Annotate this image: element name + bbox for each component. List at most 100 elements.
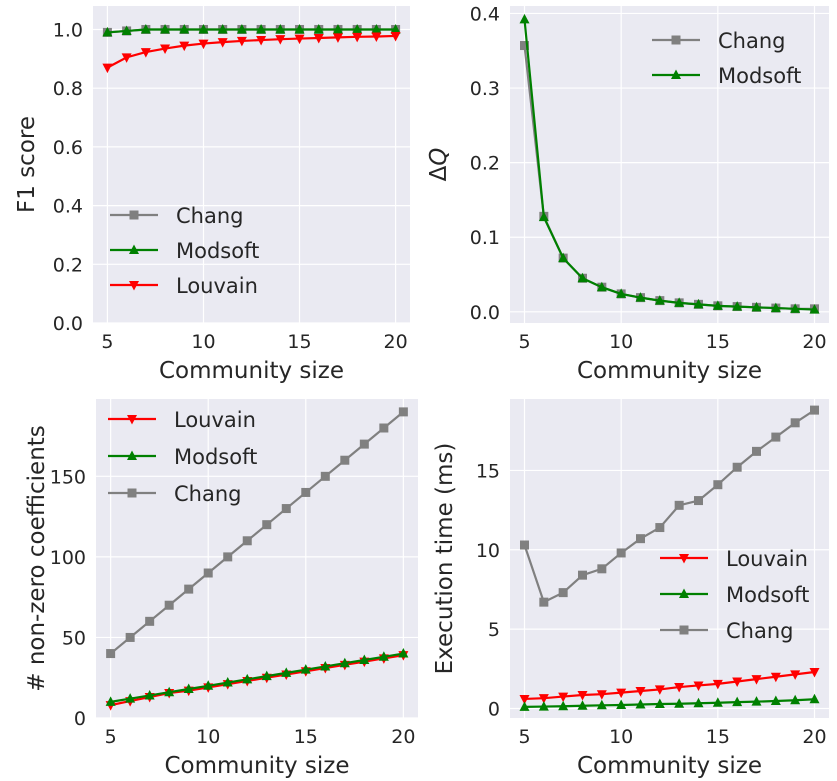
data-point <box>160 23 171 34</box>
data-point <box>809 693 820 704</box>
data-point <box>140 48 151 58</box>
data-point <box>378 651 389 661</box>
data-point <box>256 23 267 34</box>
data-point <box>751 301 762 312</box>
data-point <box>809 304 820 314</box>
data-point <box>751 675 762 685</box>
data-point <box>810 405 819 415</box>
data-point <box>558 692 569 703</box>
legend-marker <box>129 244 139 254</box>
data-point <box>217 38 228 48</box>
x-tick-label: 10 <box>609 331 633 353</box>
x-axis-label: Community size <box>159 358 344 384</box>
data-point <box>558 588 568 598</box>
series-line <box>106 34 396 69</box>
data-point <box>674 500 684 510</box>
data-point <box>179 23 190 34</box>
series-line <box>523 19 815 311</box>
y-tick-label: 15 <box>476 460 500 482</box>
y-tick-label: 0.0 <box>470 302 500 324</box>
y-tick-label: 0.6 <box>53 137 83 159</box>
plot-area <box>93 6 410 323</box>
data-point <box>242 536 252 546</box>
x-tick-label: 20 <box>802 726 826 748</box>
series-louvain <box>519 667 820 705</box>
legend-marker <box>127 415 137 425</box>
data-point <box>578 570 587 580</box>
data-point <box>596 699 607 710</box>
data-point <box>203 680 214 690</box>
series-line <box>107 28 396 34</box>
data-point <box>770 695 781 706</box>
data-point <box>332 23 343 34</box>
legend-marker <box>679 625 689 635</box>
data-point <box>242 673 253 684</box>
series-louvain <box>102 31 401 74</box>
data-point <box>179 41 190 52</box>
data-point <box>616 288 627 298</box>
data-point <box>390 31 401 42</box>
data-point <box>654 295 665 305</box>
data-point <box>538 211 549 222</box>
legend-marker <box>127 450 137 460</box>
data-point <box>275 23 286 34</box>
data-point <box>674 698 685 708</box>
x-tick-label: 5 <box>518 726 530 748</box>
x-tick-label: 15 <box>294 726 318 748</box>
data-point <box>320 471 330 481</box>
x-tick-label: 5 <box>105 726 117 748</box>
data-point <box>371 23 382 34</box>
data-point <box>654 698 665 709</box>
series-line <box>524 698 815 708</box>
data-point <box>398 407 408 417</box>
y-tick-label: 1.0 <box>53 19 83 41</box>
legend-label: Louvain <box>726 547 808 571</box>
data-point <box>261 670 272 681</box>
legend-label: Modsoft <box>718 64 801 88</box>
x-tick-label: 20 <box>391 726 415 748</box>
legend-label: Modsoft <box>726 583 809 607</box>
data-point <box>732 301 743 311</box>
data-point <box>359 654 370 664</box>
data-point <box>121 25 132 35</box>
x-tick-label: 15 <box>706 331 730 353</box>
data-point <box>145 616 155 626</box>
data-point <box>140 23 151 34</box>
data-point <box>616 548 626 558</box>
data-point <box>616 699 627 709</box>
data-point <box>313 23 324 34</box>
data-point <box>294 23 305 34</box>
data-point <box>597 564 607 574</box>
data-point <box>751 696 762 706</box>
y-tick-label: 5 <box>488 619 500 641</box>
y-tick-label: 0.3 <box>470 78 500 100</box>
y-tick-label: 0.2 <box>53 254 83 276</box>
legend-label: Modsoft <box>174 445 257 469</box>
data-point <box>262 520 272 530</box>
legend-label: Modsoft <box>176 239 259 263</box>
data-point <box>125 632 135 642</box>
data-point <box>102 63 113 74</box>
y-tick-label: 0.4 <box>470 3 500 25</box>
data-point <box>359 439 369 449</box>
data-point <box>655 523 665 533</box>
y-tick-label: 150 <box>50 466 86 488</box>
data-point <box>712 300 723 310</box>
data-point <box>712 679 723 690</box>
data-point <box>105 696 116 706</box>
x-tick-label: 5 <box>518 331 530 353</box>
data-point <box>164 686 175 697</box>
y-tick-label: 10 <box>476 540 500 562</box>
data-point <box>558 700 569 711</box>
data-point <box>694 496 703 506</box>
data-point <box>790 418 800 428</box>
data-point <box>301 487 311 497</box>
data-point <box>635 292 646 302</box>
legend-marker <box>127 488 137 498</box>
legend-marker <box>679 588 689 598</box>
data-point <box>236 23 247 34</box>
x-tick-label: 20 <box>802 331 826 353</box>
x-tick-label: 20 <box>383 331 407 353</box>
data-point <box>217 23 228 34</box>
x-axis-label: Community size <box>577 358 762 384</box>
